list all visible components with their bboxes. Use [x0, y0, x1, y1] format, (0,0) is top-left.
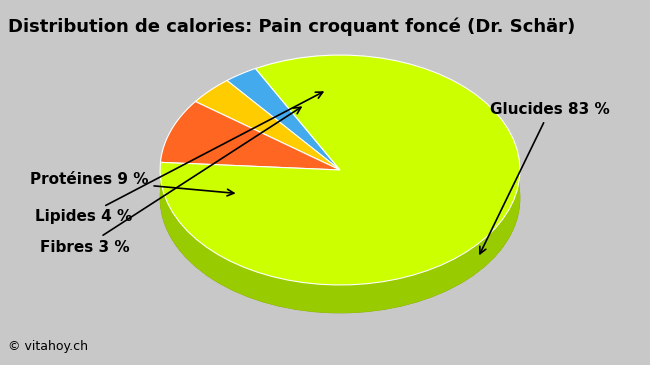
Text: Lipides 4 %: Lipides 4 % — [35, 92, 322, 224]
Text: Glucides 83 %: Glucides 83 % — [480, 103, 610, 254]
Polygon shape — [161, 101, 340, 170]
Ellipse shape — [160, 83, 520, 313]
Text: © vitahoy.ch: © vitahoy.ch — [8, 340, 88, 353]
Polygon shape — [227, 69, 340, 170]
Polygon shape — [160, 170, 520, 313]
Text: Distribution de calories: Pain croquant foncé (Dr. Schär): Distribution de calories: Pain croquant … — [8, 17, 575, 35]
Polygon shape — [196, 81, 340, 170]
Polygon shape — [160, 55, 520, 285]
Text: Fibres 3 %: Fibres 3 % — [40, 107, 301, 254]
Text: Protéines 9 %: Protéines 9 % — [30, 173, 234, 196]
